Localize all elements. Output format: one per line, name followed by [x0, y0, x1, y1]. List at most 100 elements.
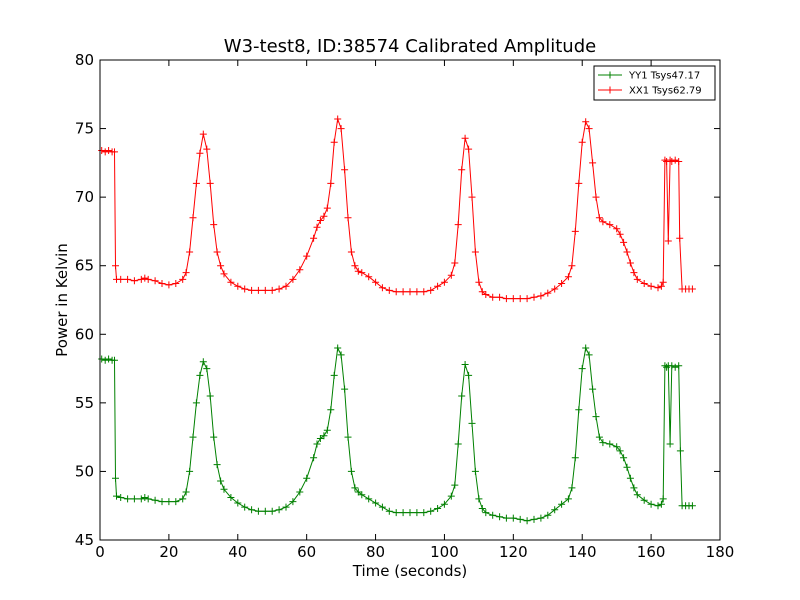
data-point: [620, 454, 628, 462]
data-point: [640, 496, 648, 504]
data-point: [165, 498, 173, 506]
data-point: [98, 147, 106, 154]
data-point: [358, 269, 366, 277]
x-tick-label: 80: [366, 543, 385, 561]
data-point: [365, 495, 373, 503]
data-point: [378, 503, 386, 511]
data-point: [323, 204, 331, 212]
data-point: [210, 221, 218, 229]
y-tick-label: 75: [75, 120, 94, 138]
data-point: [354, 267, 362, 275]
data-point: [630, 269, 638, 277]
data-point: [434, 282, 442, 290]
data-point: [316, 217, 324, 224]
data-point: [582, 344, 590, 352]
data-point: [186, 467, 194, 475]
data-point: [440, 278, 448, 286]
data-point: [668, 362, 676, 370]
data-point: [592, 413, 600, 421]
data-point: [206, 179, 214, 187]
data-point: [659, 278, 667, 286]
data-point: [189, 433, 197, 441]
data-point: [334, 115, 342, 123]
data-point: [275, 285, 283, 293]
data-point: [372, 499, 380, 507]
data-point: [544, 289, 552, 297]
data-point: [676, 234, 684, 242]
data-point: [172, 280, 180, 287]
data-point: [537, 514, 545, 522]
data-point: [385, 286, 393, 294]
data-point: [124, 275, 132, 283]
data-point: [659, 495, 667, 503]
x-axis-label: Time (seconds): [352, 562, 468, 580]
data-point: [582, 118, 590, 126]
data-point: [330, 371, 338, 379]
data-point: [688, 285, 696, 293]
data-point: [213, 248, 221, 256]
data-point: [571, 227, 579, 235]
data-point: [440, 500, 448, 508]
data-point: [664, 237, 672, 245]
data-point: [516, 515, 524, 523]
data-point: [378, 284, 386, 292]
data-point: [630, 484, 638, 492]
data-point: [365, 273, 373, 281]
data-point: [130, 277, 138, 285]
data-point: [461, 361, 469, 368]
data-point: [182, 269, 190, 277]
data-point: [496, 513, 504, 521]
data-point: [671, 363, 679, 371]
data-point: [254, 507, 262, 515]
data-point: [675, 158, 683, 165]
data-point: [589, 159, 597, 167]
data-point: [478, 505, 486, 512]
data-point: [447, 492, 455, 500]
data-point: [461, 134, 469, 142]
data-point: [633, 275, 641, 283]
data-point: [633, 491, 641, 499]
x-tick-label: 60: [297, 543, 316, 561]
data-point: [595, 214, 603, 222]
data-point: [320, 432, 328, 440]
data-point: [451, 481, 459, 489]
data-point: [626, 259, 634, 267]
data-point: [489, 511, 497, 519]
data-point: [420, 509, 428, 517]
data-point: [392, 288, 400, 296]
data-point: [471, 248, 479, 256]
data-point: [468, 193, 476, 201]
data-point: [465, 145, 473, 153]
data-point: [105, 147, 113, 154]
data-point: [261, 507, 269, 515]
data-point: [372, 278, 380, 286]
data-point: [451, 259, 459, 267]
data-point: [599, 218, 607, 226]
data-point: [471, 467, 479, 475]
data-point: [657, 282, 665, 290]
plot-frame: [99, 59, 721, 541]
data-point: [199, 358, 207, 366]
data-point: [575, 406, 583, 414]
data-point: [213, 461, 221, 469]
series-1: [98, 344, 696, 525]
data-point: [241, 285, 249, 293]
data-point: [666, 440, 674, 448]
data-point: [275, 506, 283, 514]
data-point: [427, 286, 435, 294]
data-point: [663, 363, 671, 371]
y-tick-label: 65: [75, 257, 94, 275]
data-point: [227, 278, 235, 286]
chart-title: W3-test8, ID:38574 Calibrated Amplitude: [224, 36, 596, 57]
data-point: [668, 158, 676, 165]
data-point: [189, 214, 197, 222]
data-point: [303, 252, 311, 260]
data-point: [406, 288, 414, 296]
data-point: [341, 166, 349, 174]
axis-ticks: 0 20 40 60 80 100 120 140 160 180 45 50 55 60 65 70 75 80: [75, 51, 734, 561]
data-point: [606, 221, 614, 229]
data-point: [101, 356, 109, 364]
data-point: [482, 509, 490, 517]
data-point: [344, 214, 352, 222]
data-point: [551, 285, 559, 293]
